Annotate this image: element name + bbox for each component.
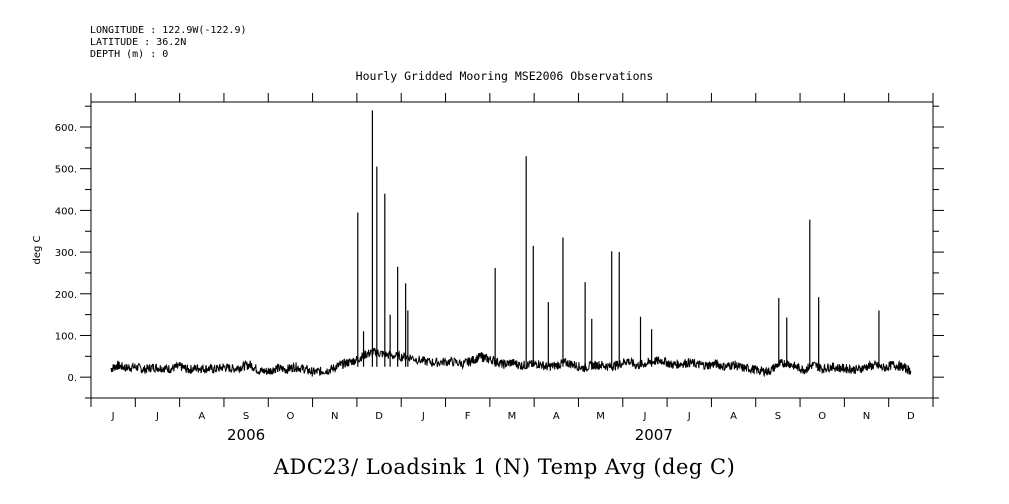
y-axis-label: deg C [32,235,43,264]
x-month-label: F [465,411,471,422]
x-month-label: A [730,411,737,422]
depth-text: DEPTH (m) : 0 [90,49,169,60]
y-tick-label: 400. [55,206,77,217]
chart-title: Hourly Gridded Mooring MSE2006 Observati… [355,69,654,83]
x-month-label: M [596,411,605,422]
x-month-label: J [421,411,425,422]
x-month-label: N [331,411,338,422]
x-month-label: O [818,411,826,422]
x-month-label: J [155,411,159,422]
series-line [110,347,912,378]
x-month-label: J [642,411,646,422]
x-month-label: A [198,411,205,422]
x-month-label: O [286,411,294,422]
x-month-label: D [907,411,915,422]
x-month-label: A [553,411,560,422]
x-year-label: 2007 [635,426,673,444]
longitude-text: LONGITUDE : 122.9W(-122.9) [90,25,247,36]
x-month-label: N [863,411,870,422]
x-month-label: S [243,411,249,422]
x-year-label: 2006 [227,426,265,444]
y-tick-label: 200. [55,290,77,301]
location-metadata: LONGITUDE : 122.9W(-122.9) LATITUDE : 36… [90,25,247,61]
x-month-label: S [775,411,781,422]
x-month-label: M [508,411,517,422]
x-month-label: J [687,411,691,422]
y-tick-label: 500. [55,165,77,176]
y-tick-label: 300. [55,248,77,259]
x-month-label: D [375,411,383,422]
y-tick-label: 0. [67,373,77,384]
plot-frame [90,101,934,399]
chart-caption: ADC23/ Loadsink 1 (N) Temp Avg (deg C) [273,455,736,479]
y-tick-label: 600. [55,123,77,134]
x-month-label: J [111,411,115,422]
latitude-text: LATITUDE : 36.2N [90,37,187,48]
y-tick-label: 100. [55,331,77,342]
